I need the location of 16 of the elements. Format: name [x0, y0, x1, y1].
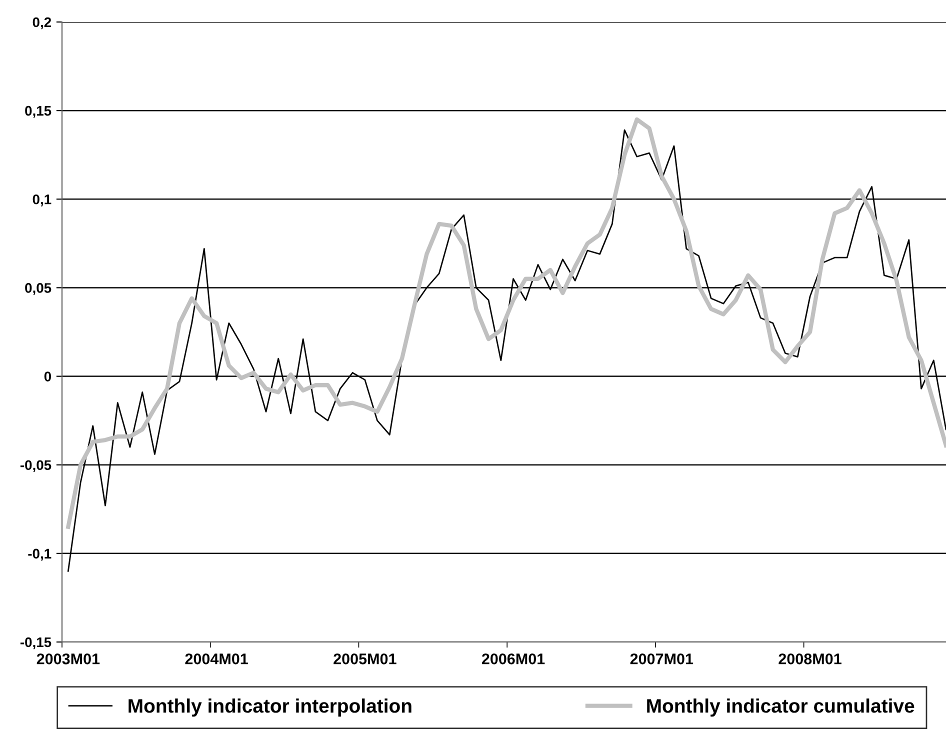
x-tick-label: 2008M01 [778, 654, 842, 664]
legend-label: Monthly indicator cumulative [647, 698, 914, 717]
x-tick-label: 2005M01 [334, 654, 396, 664]
y-tick-label: 0,2 [32, 17, 52, 30]
x-tick-label: 2004M01 [185, 654, 248, 664]
x-tick-label: 2003M01 [36, 654, 100, 664]
y-tick-label: 0,1 [32, 194, 52, 206]
y-tick-label: 0,15 [25, 106, 52, 118]
x-tick-label: 2006M01 [482, 654, 545, 664]
y-tick-label: 0 [44, 372, 52, 382]
y-tick-label: -0,15 [20, 637, 52, 650]
y-tick-label: 0,05 [25, 283, 52, 295]
legend-label: Monthly indicator interpolation [128, 698, 412, 717]
x-tick-label: 2007M01 [630, 654, 694, 664]
y-tick-label: -0,1 [28, 548, 52, 561]
y-tick-label: -0,05 [20, 460, 52, 472]
